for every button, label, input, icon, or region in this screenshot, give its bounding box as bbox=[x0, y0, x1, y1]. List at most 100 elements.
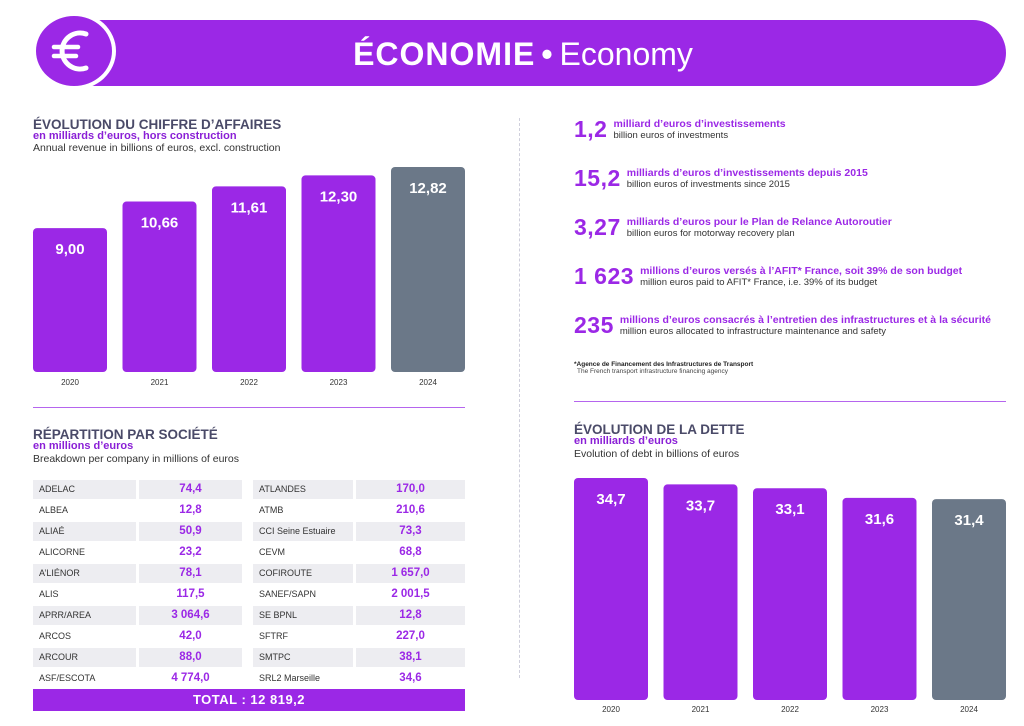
kpi-label-fr: millions d’euros consacrés à l’entretien… bbox=[619, 314, 992, 326]
company-name: A’LIÉNOR bbox=[33, 564, 136, 583]
header-banner: ÉCONOMIE • Economy bbox=[40, 20, 1006, 86]
company-name: SE BPNL bbox=[253, 606, 353, 625]
debt-tick-label: 2020 bbox=[602, 705, 620, 714]
kpi-item: 235 millions d’euros consacrés à l’entre… bbox=[574, 312, 991, 339]
company-value: 23,2 bbox=[179, 546, 202, 558]
debt-data-label: 33,7 bbox=[686, 497, 715, 514]
table-row: ALIAÉ 50,9 CCI Seine Estuaire 73,3 bbox=[33, 521, 465, 542]
kpi-value: 1,2 bbox=[574, 116, 608, 142]
kpi-label-fr: millions d’euros versés à l’AFIT* France… bbox=[640, 265, 963, 277]
table-row: A’LIÉNOR 78,1 COFIROUTE 1 657,0 bbox=[33, 563, 465, 584]
company-value: 3 064,6 bbox=[139, 606, 242, 625]
company-value: 50,9 bbox=[139, 522, 242, 541]
revenue-tick-label: 2024 bbox=[419, 378, 437, 387]
company-name: ADELAC bbox=[33, 480, 136, 499]
company-value: 73,3 bbox=[356, 522, 465, 541]
company-name: ARCOUR bbox=[33, 648, 136, 667]
table-row: ASF/ESCOTA 4 774,0 SRL2 Marseille 34,6 bbox=[33, 668, 465, 689]
divider-right bbox=[574, 401, 1006, 402]
breakdown-title: RÉPARTITION PAR SOCIÉTÉ bbox=[33, 427, 218, 442]
debt-bar-2024 bbox=[932, 499, 1006, 700]
table-row: ALBEA 12,8 ATMB 210,6 bbox=[33, 500, 465, 521]
table-row: ARCOUR 88,0 SMTPC 38,1 bbox=[33, 647, 465, 668]
company-value: 38,1 bbox=[356, 648, 465, 667]
revenue-bar-2021 bbox=[122, 201, 197, 372]
footnote: *Agence de Financement des Infrastructur… bbox=[574, 361, 753, 375]
title-en: Economy bbox=[559, 36, 693, 72]
column-divider bbox=[519, 118, 520, 678]
company-name: ALIAÉ bbox=[33, 522, 136, 541]
revenue-data-label: 12,30 bbox=[320, 188, 358, 205]
company-table: ADELAC 74,4 ATLANDES 170,0 ALBEA 12,8 AT… bbox=[33, 479, 465, 689]
company-value: 74,4 bbox=[139, 480, 242, 499]
revenue-title: ÉVOLUTION DU CHIFFRE D’AFFAIRES bbox=[33, 117, 282, 132]
company-name: SFTRF bbox=[259, 631, 288, 641]
revenue-tick-label: 2020 bbox=[61, 378, 79, 387]
debt-tick-label: 2023 bbox=[871, 705, 889, 714]
kpi-label-en: billion euros for motorway recovery plan bbox=[626, 228, 795, 239]
table-row: ARCOS 42,0 SFTRF 227,0 bbox=[33, 626, 465, 647]
company-value: 68,8 bbox=[399, 546, 422, 558]
revenue-data-label: 11,61 bbox=[231, 199, 268, 216]
company-value: 78,1 bbox=[139, 564, 242, 583]
revenue-bar-2022 bbox=[212, 186, 286, 372]
company-value: 42,0 bbox=[179, 630, 202, 642]
kpi-value: 15,2 bbox=[574, 165, 621, 191]
debt-bar-2023 bbox=[842, 497, 917, 700]
table-row: APRR/AREA 3 064,6 SE BPNL 12,8 bbox=[33, 605, 465, 626]
revenue-bar-2024 bbox=[391, 167, 465, 372]
title-separator: • bbox=[541, 36, 554, 72]
kpi-value: 1 623 bbox=[574, 263, 635, 289]
company-value: 12,8 bbox=[356, 606, 465, 625]
revenue-subtitle-en: Annual revenue in billions of euros, exc… bbox=[33, 142, 281, 154]
revenue-data-label: 12,82 bbox=[409, 180, 447, 197]
debt-subtitle-en: Evolution of debt in billions of euros bbox=[574, 448, 740, 460]
revenue-tick-label: 2023 bbox=[330, 378, 348, 387]
revenue-data-label: 9,00 bbox=[55, 241, 84, 258]
company-value: 170,0 bbox=[356, 480, 465, 499]
kpi-label-en: million euros allocated to infrastructur… bbox=[619, 326, 887, 337]
revenue-data-label: 10,66 bbox=[141, 215, 179, 232]
kpi-label-fr: milliards d’euros d’investissements depu… bbox=[626, 167, 868, 179]
company-name: APRR/AREA bbox=[33, 606, 136, 625]
title-fr: ÉCONOMIE bbox=[353, 36, 536, 72]
company-value: 117,5 bbox=[176, 588, 205, 600]
debt-data-label: 31,6 bbox=[865, 511, 894, 528]
kpi-item: 3,27 milliards d’euros pour le Plan de R… bbox=[574, 214, 892, 241]
page-title: ÉCONOMIE • Economy bbox=[40, 36, 1006, 73]
kpi-item: 1,2 milliard d’euros d’investissements bi… bbox=[574, 116, 786, 143]
company-name: ALBEA bbox=[39, 505, 69, 515]
table-row: ALIS 117,5 SANEF/SAPN 2 001,5 bbox=[33, 584, 465, 605]
debt-bar-2020 bbox=[574, 478, 648, 700]
kpi-label-en: billion euros of investments since 2015 bbox=[626, 179, 790, 190]
kpi-label-fr: milliards d’euros pour le Plan de Relanc… bbox=[626, 216, 892, 228]
kpi-value: 235 bbox=[574, 312, 614, 338]
debt-bar-2022 bbox=[753, 488, 827, 700]
revenue-subtitle: en milliards d’euros, hors construction bbox=[33, 130, 237, 142]
revenue-bar-2023 bbox=[301, 175, 376, 372]
table-total: TOTAL : 12 819,2 bbox=[33, 689, 465, 711]
company-name: CEVM bbox=[259, 547, 286, 557]
debt-subtitle: en milliards d’euros bbox=[574, 435, 678, 447]
company-name: SANEF/SAPN bbox=[259, 589, 317, 599]
company-name: ALIS bbox=[39, 589, 59, 599]
debt-data-label: 33,1 bbox=[775, 501, 804, 518]
debt-tick-label: 2021 bbox=[692, 705, 710, 714]
breakdown-subtitle-en: Breakdown per company in millions of eur… bbox=[33, 453, 240, 465]
company-name: ATMB bbox=[259, 505, 284, 515]
company-name: ATLANDES bbox=[253, 480, 353, 499]
kpi-label-fr: milliard d’euros d’investissements bbox=[613, 118, 786, 130]
footnote-en: The French transport infrastructure fina… bbox=[577, 368, 729, 375]
kpi-item: 1 623 millions d’euros versés à l’AFIT* … bbox=[574, 263, 962, 290]
revenue-tick-label: 2022 bbox=[240, 378, 258, 387]
debt-bar-2021 bbox=[663, 484, 738, 700]
company-name: SMTPC bbox=[253, 648, 353, 667]
company-name: CCI Seine Estuaire bbox=[253, 522, 353, 541]
footnote-fr: *Agence de Financement des Infrastructur… bbox=[574, 361, 754, 368]
table-row: ADELAC 74,4 ATLANDES 170,0 bbox=[33, 479, 465, 500]
divider-left bbox=[33, 407, 465, 408]
kpi-label-en: billion euros of investments bbox=[613, 130, 729, 141]
kpi-value: 3,27 bbox=[574, 214, 621, 240]
euro-icon bbox=[32, 12, 116, 90]
